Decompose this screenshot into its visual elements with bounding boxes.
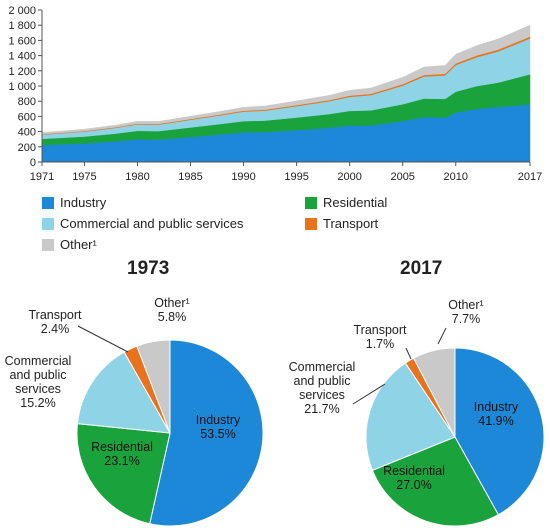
x-tick-label: 1990 [231,171,255,183]
y-tick-label: 600 [18,111,36,123]
pie-1973-slice-industry [149,339,264,527]
pie-2017-label-other: Other¹ 7.7% [448,298,483,326]
x-tick-label: 1971 [30,171,54,183]
pie-1973-slice-transport [123,345,171,434]
pie-1973-label-industry: Industry 53.5% [196,413,241,441]
pie-2017-title: 2017 [400,258,443,279]
y-tick-label: 1 000 [8,81,36,93]
legend-transport: Transport [305,216,378,231]
y-tick-label: 800 [18,96,36,108]
legend-industry: Industry [42,195,106,210]
pie-1973-label-transport: Transport 2.4% [28,308,82,336]
y-tick-label: 1 800 [8,20,36,32]
pie-2017-slice-commercial [365,362,456,471]
x-tick-label: 1985 [178,171,202,183]
legend-swatch [42,238,54,251]
stacked-area-chart: 0 200 400 600 800 1 000 1 200 1 400 1 600 1 800 2 … [8,5,542,183]
y-tick-label: 0 [30,157,36,169]
legend-swatch [42,217,54,230]
legend-label: Transport [323,216,379,231]
pie-1973-leader-transport [77,325,129,353]
pie-2017-leader-transport [405,347,412,360]
legend-commercial: Commercial and public services [42,216,244,231]
pie-2017-slice-transport [404,357,456,438]
x-tick-label: 1995 [284,171,308,183]
pie-1973-title: 1973 [127,258,170,279]
legend-residential: Residential [305,195,387,210]
pie-2017-slice-other [412,347,456,438]
y-tick-label: 1 600 [8,35,36,47]
legend-swatch [42,196,54,209]
pie-1973-label-commercial: Commercial and public services 15.2% [5,354,72,410]
pie-1973-label-other: Other¹ 5.8% [154,296,189,324]
pie-2017-slice-industry [454,347,545,516]
x-tick-label: 1975 [72,171,96,183]
legend-label: Residential [323,195,388,210]
legend-label: Other¹ [60,237,97,252]
pie-2017-leader-other [437,327,447,345]
pie-2017-label-residential: Residential 27.0% [383,464,445,492]
legend-swatch [305,217,317,230]
pie-1973-slice-other [136,339,171,434]
x-tick-label: 2010 [443,171,467,183]
x-tick-label: 2017 [518,171,542,183]
pie-2017-label-commercial: Commercial and public services 21.7% [289,360,356,416]
pie-2017-slice-residential [371,436,500,527]
y-tick-label: 400 [18,127,36,139]
pie-2017-label-industry: Industry 41.9% [474,400,519,428]
pie-1973-slice-commercial [76,351,171,434]
legend-other: Other¹ [42,237,97,252]
pie-2017-label-transport: Transport 1.7% [353,323,407,351]
y-tick-label: 1 400 [8,51,36,63]
x-tick-label: 2000 [337,171,361,183]
pie-1973-label-residential: Residential 23.1% [91,440,153,468]
pie-1973-slice-residential [76,423,171,525]
legend-swatch [305,196,317,209]
x-tick-label: 1980 [125,171,149,183]
y-tick-label: 1 200 [8,66,36,78]
x-tick-label: 2005 [390,171,414,183]
y-tick-label: 200 [18,142,36,154]
legend-label: Industry [60,195,107,210]
legend-label: Commercial and public services [60,216,244,231]
pie-2017-leader-commercial [352,383,386,405]
y-tick-label: 2 000 [8,5,36,17]
area-series-4 [41,24,531,135]
